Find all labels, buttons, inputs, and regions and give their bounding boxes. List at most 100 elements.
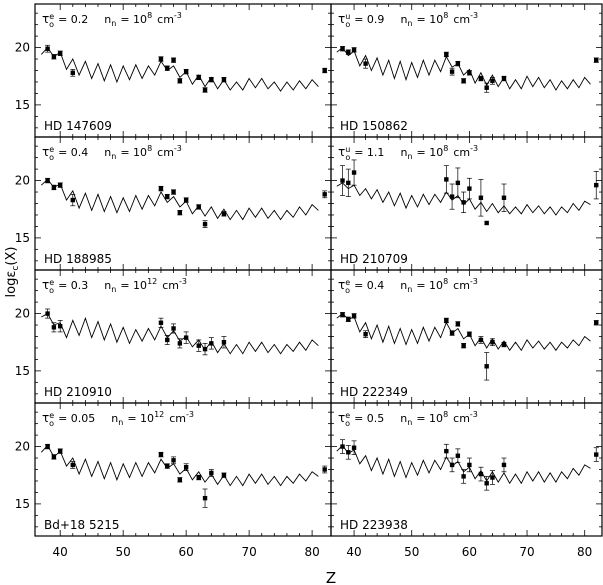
data-point — [351, 313, 357, 319]
x-tick-label: 60 — [179, 545, 194, 559]
data-point — [183, 335, 189, 340]
data-point — [340, 444, 345, 449]
model-curve — [40, 46, 319, 92]
data-point — [501, 195, 507, 200]
x-tick-label: 80 — [304, 545, 319, 559]
data-point — [196, 75, 201, 80]
data-point — [322, 68, 327, 73]
data-point — [57, 182, 63, 188]
data-point — [461, 343, 466, 348]
data-point — [202, 87, 208, 93]
data-point — [221, 340, 227, 345]
data-point — [478, 76, 484, 81]
data-point — [51, 54, 57, 59]
data-point — [45, 46, 50, 51]
panel-3: τe o = 0.4 nn = 108 cm-3 HD 188985 — [34, 136, 332, 271]
star-name: HD 150862 — [340, 119, 408, 133]
data-point — [444, 177, 449, 182]
data-point — [461, 78, 466, 84]
data-point — [209, 77, 214, 82]
data-point — [209, 341, 214, 346]
model-parameters: τu o = 0.9 nn = 108 cm-3 — [338, 11, 478, 29]
data-point — [461, 200, 466, 205]
panel-6: τe o = 0.4 nn = 108 cm-3 HD 222349 — [330, 269, 603, 404]
data-point — [594, 320, 599, 325]
data-point — [461, 474, 466, 479]
data-point — [158, 452, 164, 457]
data-point — [57, 51, 63, 56]
panel-4: τu o = 1.1 nn = 108 cm-3 HD 210709 — [330, 136, 603, 271]
data-point — [346, 317, 351, 322]
data-point — [171, 57, 176, 63]
data-point — [57, 448, 63, 454]
model-parameters: τe o = 0.4 nn = 108 cm-3 — [338, 277, 478, 295]
y-tick-label: 20 — [15, 307, 30, 321]
data-point — [165, 66, 170, 71]
data-point — [478, 471, 484, 477]
data-point — [449, 194, 455, 199]
data-point — [177, 341, 183, 346]
model-curve — [40, 178, 319, 221]
data-point — [501, 76, 507, 81]
data-point — [202, 346, 208, 352]
data-point — [70, 197, 75, 203]
model-curve — [336, 46, 591, 91]
data-point — [346, 49, 351, 55]
x-tick-label: 70 — [519, 545, 534, 559]
data-point — [363, 332, 368, 337]
data-point — [351, 47, 357, 53]
star-name: HD 210910 — [44, 385, 112, 399]
data-point — [171, 326, 176, 331]
data-point — [484, 364, 489, 369]
model-parameters: τe o = 0.3 nn = 1012 cm-3 — [42, 277, 187, 295]
data-point — [165, 337, 170, 343]
data-point — [455, 61, 461, 66]
data-point — [196, 343, 201, 348]
data-point — [177, 78, 183, 84]
data-point — [467, 332, 472, 337]
data-point — [51, 185, 57, 190]
data-point — [363, 61, 368, 66]
x-tick-label: 80 — [577, 545, 592, 559]
x-tick-labels: 40 50 60 70 80 40 50 60 70 80 — [53, 545, 593, 559]
data-point — [444, 52, 449, 57]
y-tick-label: 20 — [15, 440, 30, 454]
data-point — [594, 452, 599, 457]
data-point — [183, 465, 189, 470]
data-point — [70, 462, 75, 468]
data-point — [340, 46, 345, 51]
data-point — [221, 473, 227, 478]
data-point — [158, 320, 164, 325]
data-point — [594, 57, 599, 63]
model-parameters: τe o = 0.05 nn = 1012 cm-3 — [42, 410, 194, 428]
data-point — [455, 180, 461, 186]
y-tick-label: 15 — [15, 497, 30, 511]
data-point — [171, 458, 176, 463]
data-point — [449, 69, 455, 74]
data-point — [449, 330, 455, 336]
data-point — [490, 475, 495, 480]
data-point — [467, 186, 472, 191]
data-point — [221, 77, 227, 82]
data-point — [478, 195, 484, 200]
data-point — [594, 182, 599, 188]
data-point — [484, 220, 489, 226]
y-tick-label: 15 — [15, 364, 30, 378]
data-point — [484, 85, 489, 90]
data-point — [340, 178, 345, 183]
panel-1: τe o = 0.2 nn = 108 cm-3 HD 147609 — [34, 3, 332, 138]
panel-5: τe o = 0.3 nn = 1012 cm-3 HD 210910 — [34, 269, 332, 404]
data-point — [45, 444, 50, 449]
data-point — [45, 178, 50, 183]
model-parameters: τe o = 0.4 nn = 108 cm-3 — [42, 144, 182, 162]
data-point — [490, 340, 495, 345]
data-point — [51, 325, 57, 330]
x-tick-label: 50 — [404, 545, 419, 559]
data-point — [501, 342, 507, 347]
panel-8: τe o = 0.5 nn = 108 cm-3 HD 223938 — [330, 402, 603, 537]
data-point — [449, 462, 455, 468]
star-name: HD 147609 — [44, 119, 112, 133]
data-point — [70, 70, 75, 75]
data-point — [209, 470, 214, 476]
